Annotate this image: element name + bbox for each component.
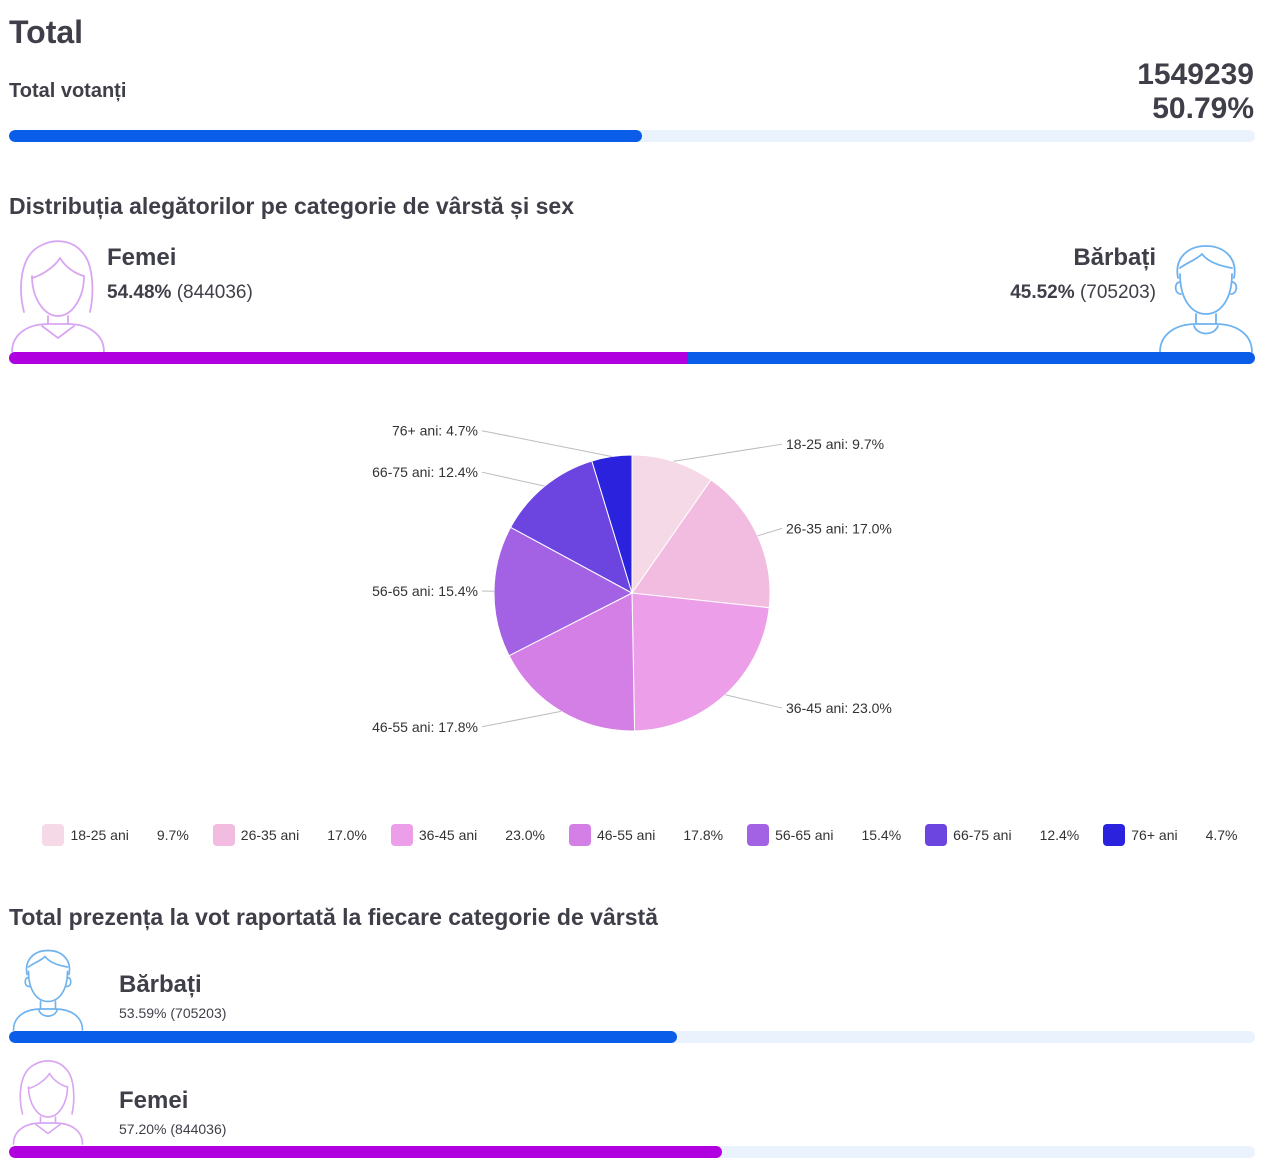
pie-leader-line-7 [481, 430, 612, 457]
legend-swatch [747, 824, 770, 846]
page-title: Total [9, 14, 84, 50]
legend-item-5[interactable]: 56-65 ani 15.4% [747, 824, 901, 846]
legend-value: 15.4% [861, 827, 902, 843]
pie-label-7: 76+ ani: 4.7% [392, 423, 478, 439]
women-count: (844036) [176, 282, 253, 303]
legend-value: 9.7% [156, 827, 189, 843]
woman-icon [11, 240, 105, 353]
pie-label-5: 56-65 ani: 15.4% [372, 583, 478, 599]
gender-split-women-fill [9, 352, 688, 364]
turnout-men-value: 53.59% (705203) [119, 1005, 227, 1021]
pie-leader-line-2 [757, 527, 783, 537]
legend-label: 66-75 ani [953, 827, 1012, 843]
pie-label-4: 46-55 ani: 17.8% [372, 719, 478, 735]
turnout-progress-fill [9, 130, 642, 142]
turnout-women-fill [9, 1146, 722, 1158]
legend-value: 23.0% [505, 827, 545, 843]
legend-label: 26-35 ani [240, 827, 300, 843]
pie-label-6: 66-75 ani: 12.4% [372, 464, 478, 480]
legend-item-6[interactable]: 66-75 ani 12.4% [925, 824, 1079, 846]
legend-value: 4.7% [1205, 827, 1238, 843]
legend-swatch [42, 824, 65, 846]
pie-slice-4[interactable] [508, 592, 636, 732]
pie-slice-1[interactable] [631, 454, 712, 595]
women-share: 54.48% (844036) [107, 282, 253, 304]
turnout-progress-bar [9, 130, 1255, 142]
man-icon [1159, 245, 1253, 353]
legend-swatch [212, 824, 235, 846]
gender-split-bar [9, 352, 1255, 364]
legend-value: 17.0% [327, 827, 367, 843]
legend-label: 36-45 ani [418, 827, 478, 843]
legend-label: 46-55 ani [596, 827, 656, 843]
pie-slice-7[interactable] [591, 454, 633, 594]
total-voters-percent: 50.79% [1152, 92, 1254, 125]
turnout-women-label: Femei [119, 1087, 189, 1114]
legend-swatch [1103, 824, 1126, 846]
turnout-women-bar [9, 1146, 1255, 1158]
turnout-women-value: 57.20% (844036) [119, 1121, 227, 1137]
legend-item-2[interactable]: 26-35 ani 17.0% [212, 824, 367, 846]
turnout-section-title: Total prezența la vot raportată la fieca… [9, 904, 658, 930]
legend-value: 17.8% [683, 827, 724, 843]
pie-leader-line-3 [725, 694, 783, 709]
legend-item-3[interactable]: 36-45 ani 23.0% [390, 824, 545, 846]
pie-legend: 18-25 ani 9.7% 26-35 ani 17.0% 36-45 ani 23.0… [0, 824, 1280, 846]
pie-leader-line-4 [481, 710, 562, 728]
men-count: (705203) [1079, 282, 1156, 303]
age-distribution-pie-chart: 18-25 ani: 9.7% 26-35 ani: 17.0% 36-45 ani… [372, 423, 892, 735]
pie-leader-line-6 [481, 471, 545, 487]
turnout-men-bar [9, 1031, 1255, 1043]
pie-label-3: 36-45 ani: 23.0% [786, 700, 892, 716]
legend-label: 56-65 ani [775, 827, 834, 843]
legend-swatch [925, 824, 948, 846]
women-percent: 54.48% [107, 282, 172, 303]
legend-item-7[interactable]: 76+ ani 4.7% [1103, 824, 1238, 846]
legend-swatch [390, 824, 413, 846]
total-voters-count: 1549239 [1137, 58, 1254, 91]
gender-section-title: Distribuția alegătorilor pe categorie de… [9, 193, 574, 219]
men-percent: 45.52% [1010, 282, 1075, 303]
turnout-men-label: Bărbați [119, 971, 202, 998]
pie-label-1: 18-25 ani: 9.7% [786, 436, 884, 452]
legend-label: 76+ ani [1131, 827, 1178, 843]
woman-icon-small [12, 1060, 84, 1145]
total-voters-label: Total votanți [9, 80, 127, 102]
pie-slice-3[interactable] [631, 592, 770, 732]
pie-label-2: 26-35 ani: 17.0% [786, 520, 892, 536]
legend-item-1[interactable]: 18-25 ani 9.7% [42, 824, 189, 846]
men-label: Bărbați [1073, 244, 1156, 271]
legend-swatch [568, 824, 591, 846]
turnout-men-fill [9, 1031, 677, 1043]
legend-label: 18-25 ani [70, 827, 129, 843]
pie-leader-line-1 [673, 443, 783, 462]
men-share: 45.52% (705203) [1010, 282, 1156, 304]
man-icon-small [12, 949, 84, 1031]
legend-value: 12.4% [1039, 827, 1080, 843]
legend-item-4[interactable]: 46-55 ani 17.8% [568, 824, 724, 846]
women-label: Femei [107, 244, 177, 271]
